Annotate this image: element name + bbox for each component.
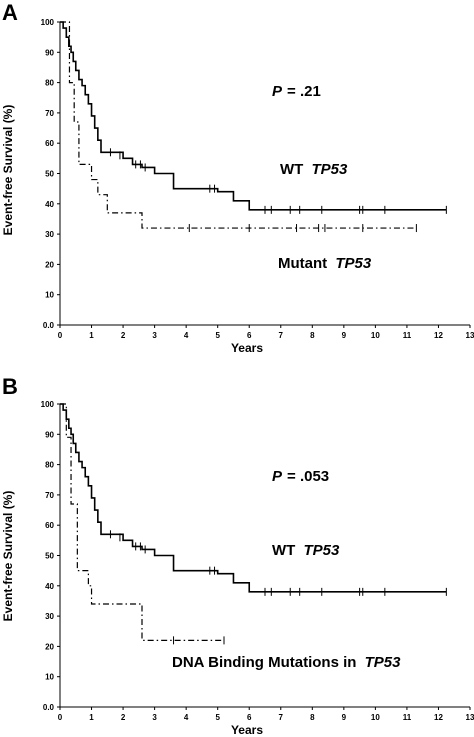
panel-a-curve-wt: [60, 21, 447, 211]
panel-b-x-tick-label: 1: [89, 713, 94, 722]
panel-b-x-tick-label: 2: [121, 713, 126, 722]
panel-b-dna-binding-label: DNA Binding Mutations in TP53: [172, 654, 401, 671]
panel-a-mutant-label: Mutant TP53: [278, 255, 372, 272]
panel-b-label: B: [2, 374, 18, 399]
panel-a-x-axis-title: Years: [231, 341, 263, 355]
panel-a-y-tick-label: 80: [45, 79, 54, 88]
panel-b-y-tick-label: 70: [45, 491, 54, 500]
panel-b-y-tick-label: 10: [45, 673, 54, 682]
panel-a-y-tick-label: 100: [41, 18, 55, 27]
panel-a-x-tick-label: 9: [342, 331, 347, 340]
panel-a-y-tick-label: 50: [45, 170, 54, 179]
panel-a-x-tick-label: 6: [247, 331, 252, 340]
panel-a-y-tick-label: 10: [45, 291, 54, 300]
plot-marks: 0 1 2 3 4 5 6 7 8 9 10 11 12 130.01020304050607080901…: [41, 18, 474, 722]
panel-b-x-tick-label: 6: [247, 713, 252, 722]
panel-a-wt-label: WT TP53: [280, 161, 348, 178]
panel-b-y-tick-label: 30: [45, 612, 54, 621]
panel-a-x-tick-label: 5: [215, 331, 220, 340]
panel-a-x-tick-label: 12: [434, 331, 443, 340]
panel-b-x-tick-label: 10: [371, 713, 380, 722]
panel-b-x-tick-label: 11: [403, 713, 412, 722]
panel-b-curve-wt: [60, 403, 447, 593]
panel-a-p-value: P = .21: [272, 83, 321, 100]
panel-a-curve-mutant: [60, 21, 417, 229]
panel-b-p-value: P = .053: [272, 468, 329, 485]
panel-b-curve-mutant: [60, 403, 224, 641]
panel-a-x-tick-label: 0: [58, 331, 63, 340]
panel-a-y-axis-title: Event-free Survival (%): [1, 105, 15, 236]
panel-a-y-tick-label: 90: [45, 48, 54, 57]
panel-a-x-tick-label: 2: [121, 331, 126, 340]
panel-b-y-tick-label: 60: [45, 521, 54, 530]
panel-b-x-axis-title: Years: [231, 723, 263, 737]
panel-a-x-tick-label: 13: [466, 331, 474, 340]
panel-a-y-tick-label: 20: [45, 260, 54, 269]
panel-a-y-tick-label: 60: [45, 139, 54, 148]
panel-b-y-tick-label: 100: [41, 400, 55, 409]
panel-b-x-tick-label: 12: [434, 713, 443, 722]
panel-b-y-axis-title: Event-free Survival (%): [1, 491, 15, 622]
panel-b-x-tick-label: 5: [215, 713, 220, 722]
panel-a-x-tick-label: 1: [89, 331, 94, 340]
panel-b-y-tick-label: 40: [45, 582, 54, 591]
panel-b-x-tick-label: 9: [342, 713, 347, 722]
panel-a-y-tick-label: 0.0: [43, 321, 55, 330]
panel-b-x-tick-label: 4: [184, 713, 189, 722]
panel-b-y-tick-label: 80: [45, 461, 54, 470]
panel-b-x-tick-label: 7: [279, 713, 284, 722]
panel-a-x-tick-label: 10: [371, 331, 380, 340]
panel-a-x-tick-label: 3: [152, 331, 157, 340]
panel-a-y-tick-label: 30: [45, 230, 54, 239]
panel-b-y-tick-label: 50: [45, 552, 54, 561]
panel-a-y-tick-label: 40: [45, 200, 54, 209]
panel-a-label: A: [2, 0, 18, 25]
panel-a-x-tick-label: 11: [403, 331, 412, 340]
panel-b-x-tick-label: 8: [310, 713, 315, 722]
panel-a-x-tick-label: 4: [184, 331, 189, 340]
panel-b-wt-label: WT TP53: [272, 542, 340, 559]
panel-b-y-tick-label: 0.0: [43, 703, 55, 712]
panel-b-x-tick-label: 13: [466, 713, 474, 722]
panel-b-y-tick-label: 90: [45, 430, 54, 439]
panel-a-x-tick-label: 8: [310, 331, 315, 340]
panel-a-y-tick-label: 70: [45, 109, 54, 118]
panel-a-x-tick-label: 7: [279, 331, 284, 340]
panel-b-x-tick-label: 0: [58, 713, 63, 722]
panel-b-y-tick-label: 20: [45, 642, 54, 651]
panel-b-x-tick-label: 3: [152, 713, 157, 722]
